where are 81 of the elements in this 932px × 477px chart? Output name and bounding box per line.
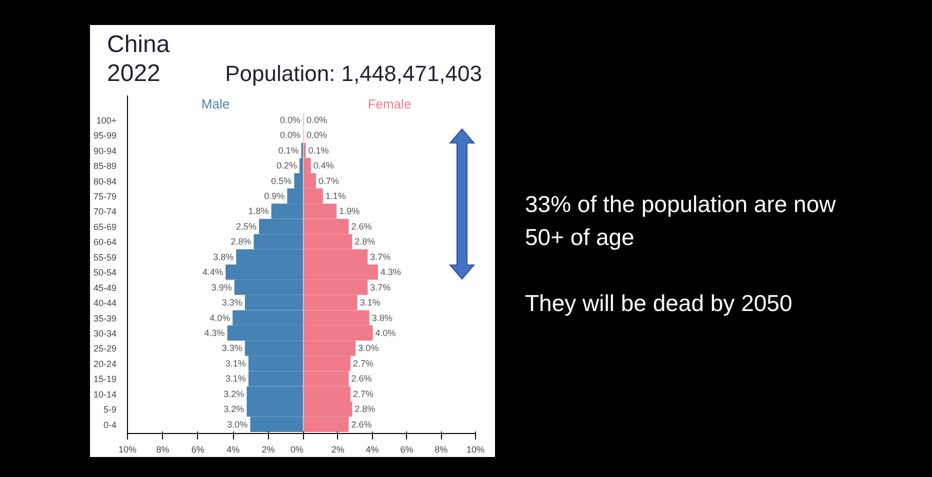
data-label: 0.1% — [308, 145, 329, 156]
y-tick-label: 35-39 — [93, 313, 117, 324]
y-tick-label: 80-84 — [93, 176, 117, 186]
x-tick-label: 2% — [262, 444, 275, 454]
text: Female — [368, 96, 412, 112]
data-label: 0.2% — [276, 160, 297, 171]
text: Population: 1,448,471,403 — [225, 60, 482, 88]
x-tick-label: 8% — [434, 444, 448, 454]
data-label: 3.3% — [222, 343, 242, 354]
x-tick-label: 4% — [226, 444, 240, 454]
y-tick-label: 0-4 — [103, 420, 117, 430]
data-label: 0.9% — [264, 190, 285, 201]
data-label: 3.8% — [372, 312, 392, 323]
data-label: 1.8% — [248, 206, 269, 216]
data-label: 3.7% — [370, 252, 391, 262]
data-label: 3.8% — [213, 252, 234, 262]
data-label: 3.0% — [358, 343, 379, 354]
text: Male — [201, 96, 230, 112]
data-label: 0.0% — [306, 130, 328, 140]
data-label: 0.5% — [271, 176, 292, 186]
y-tick-label: 30-34 — [93, 328, 117, 339]
data-label: 2.8% — [230, 236, 252, 247]
data-label: 0.7% — [318, 176, 340, 186]
x-tick-label: 2% — [331, 444, 344, 454]
y-tick-label: 65-69 — [93, 222, 117, 232]
y-tick-label: 55-59 — [93, 252, 117, 262]
data-label: 4.3% — [380, 267, 401, 278]
data-label: 3.3% — [222, 298, 242, 308]
y-tick-label: 100+ — [96, 115, 117, 126]
y-tick-label: 85-89 — [93, 161, 117, 172]
y-tick-label: 5-9 — [103, 404, 117, 415]
data-label: 1.1% — [325, 190, 346, 201]
chart-title: China — [107, 30, 171, 59]
data-label: 2.8% — [354, 236, 376, 247]
text: They will be dead by 2050 — [525, 289, 794, 318]
y-tick-label: 15-19 — [93, 374, 117, 384]
data-label: 2.8% — [354, 404, 376, 414]
data-label: 1.9% — [339, 206, 360, 216]
x-tick-label: 4% — [366, 444, 379, 454]
data-label: 4.0% — [375, 328, 396, 338]
data-label: 3.1% — [225, 358, 246, 368]
data-label: 0.4% — [313, 160, 334, 171]
data-label: 3.2% — [224, 388, 244, 399]
data-label: 0.0% — [280, 130, 300, 140]
data-label: 3.0% — [227, 419, 248, 430]
y-tick-label: 50-54 — [93, 268, 117, 278]
x-tick-label: 6% — [191, 444, 204, 454]
data-label: 2.6% — [351, 419, 372, 430]
y-tick-label: 10-14 — [93, 389, 117, 400]
data-label: 2.5% — [236, 221, 256, 232]
y-tick-label: 45-49 — [93, 282, 117, 293]
data-label: 2.7% — [352, 358, 374, 368]
x-tick-label: 0% — [290, 444, 304, 454]
data-label: 2.7% — [352, 388, 374, 399]
y-tick-label: 95-99 — [93, 130, 117, 141]
data-label: 0.0% — [306, 114, 328, 125]
data-label: 2.6% — [351, 374, 372, 384]
data-label: 2.6% — [351, 221, 372, 232]
data-label: 3.2% — [224, 404, 244, 414]
data-label: 0.1% — [278, 145, 299, 156]
x-tick-label: 10% — [466, 444, 485, 454]
chart-subtitle: 2022 — [107, 59, 160, 88]
y-tick-label: 75-79 — [93, 191, 117, 202]
data-label: 4.3% — [204, 328, 225, 338]
data-label: 3.1% — [225, 374, 246, 384]
x-tick-label: 8% — [156, 444, 170, 454]
y-tick-label: 25-29 — [93, 344, 117, 354]
data-label: 3.9% — [211, 282, 232, 292]
y-tick-label: 60-64 — [93, 237, 117, 248]
text: 33% of the population are now 50+ of age — [525, 190, 837, 252]
data-label: 4.4% — [202, 267, 224, 278]
y-tick-label: 70-74 — [93, 206, 117, 217]
data-label: 4.0% — [210, 312, 230, 323]
data-label: 3.7% — [370, 282, 391, 292]
y-tick-label: 40-44 — [93, 298, 117, 308]
x-tick-label: 10% — [118, 444, 137, 454]
y-tick-label: 90-94 — [93, 146, 117, 156]
y-tick-label: 20-24 — [93, 358, 117, 369]
x-tick-label: 6% — [400, 444, 414, 454]
data-label: 3.1% — [360, 298, 380, 308]
data-label: 0.0% — [280, 114, 300, 125]
